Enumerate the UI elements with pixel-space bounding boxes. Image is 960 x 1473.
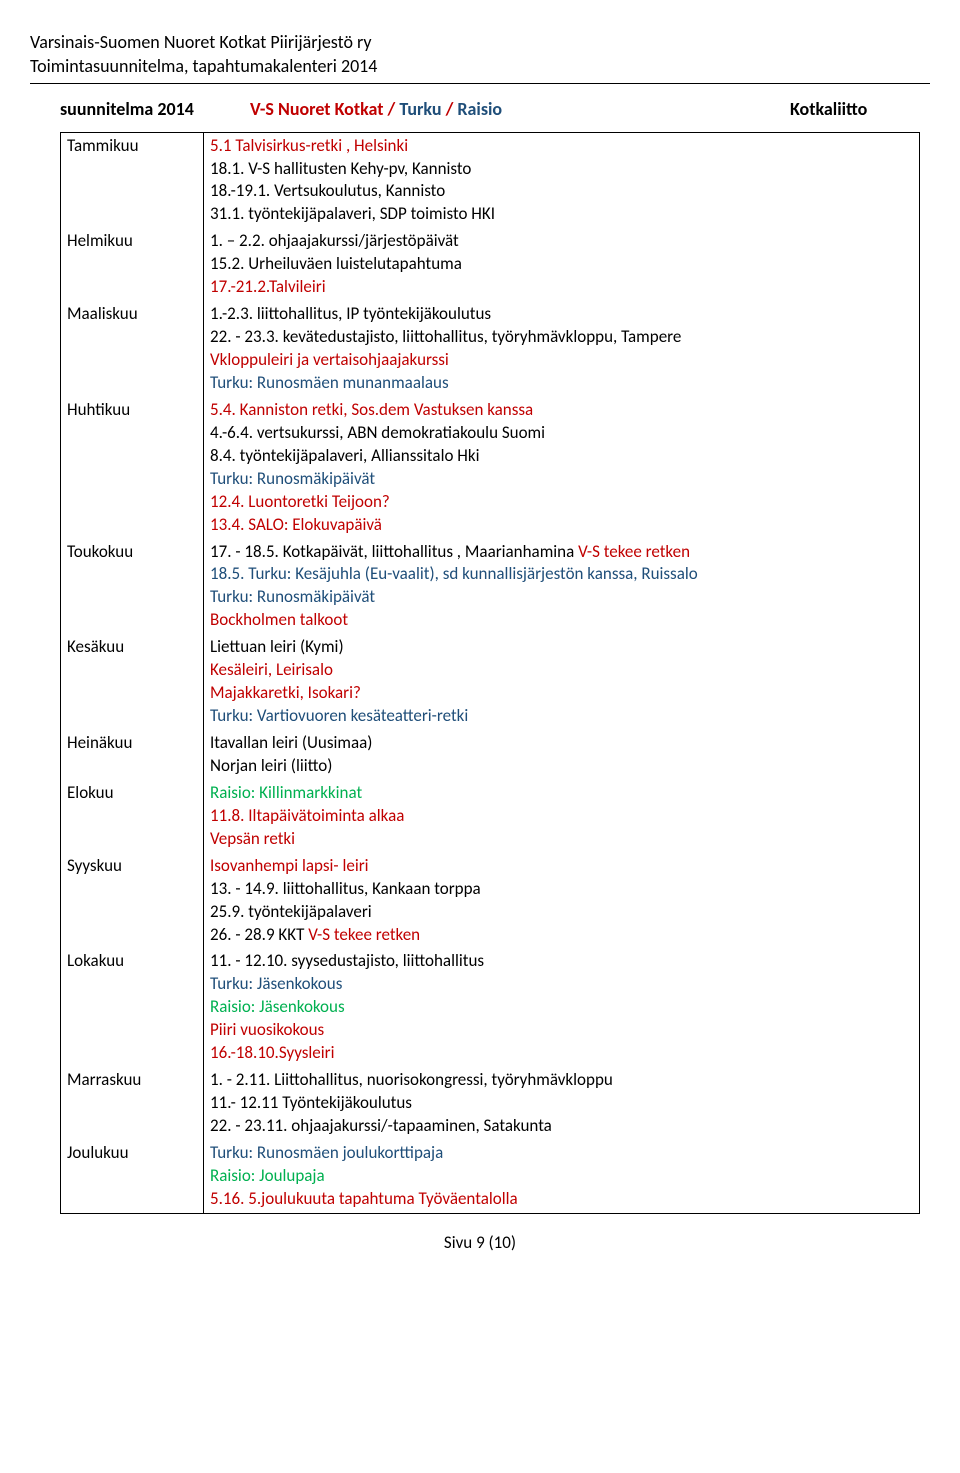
item: Piiri vuosikokous [210, 1019, 913, 1042]
text: V-S tekee retken [304, 924, 420, 945]
item: 22. - 23.3. kevätedustajisto, liittohall… [210, 326, 913, 349]
item: 5.4. Kanniston retki, Sos.dem Vastuksen … [210, 399, 913, 422]
item: 1.-2.3. liittohallitus, IP työntekijäkou… [210, 303, 913, 326]
item: 11.- 12.11 Työntekijäkoulutus [210, 1092, 913, 1115]
title-middle: V-S Nuoret Kotkat / Turku / Raisio [250, 98, 790, 120]
item: 18.5. Turku: Kesäjuhla (Eu-vaalit), sd k… [210, 563, 913, 586]
row-toukokuu: Toukokuu 17. - 18.5. Kotkapäivät, liitto… [61, 539, 919, 635]
text: 17. - 18.5. Kotkapäivät, liittohallitus … [210, 541, 574, 562]
item: Vkloppuleiri ja vertaisohjaajakurssi [210, 349, 913, 372]
row-marraskuu: Marraskuu 1. - 2.11. Liittohallitus, nuo… [61, 1067, 919, 1140]
row-helmikuu: Helmikuu 1. – 2.2. ohjaajakurssi/järjest… [61, 228, 919, 301]
content-joulukuu: Turku: Runosmäen joulukorttipaja Raisio:… [203, 1140, 919, 1213]
content-marraskuu: 1. - 2.11. Liittohallitus, nuorisokongre… [203, 1067, 919, 1140]
row-tammikuu: Tammikuu 5.1 Talvisirkus-retki , Helsink… [61, 133, 919, 229]
content-huhtikuu: 5.4. Kanniston retki, Sos.dem Vastuksen … [203, 397, 919, 539]
row-heinakuu: Heinäkuu Itavallan leiri (Uusimaa) Norja… [61, 730, 919, 780]
item: 18.-19.1. Vertsukoulutus, Kannisto [210, 180, 913, 203]
item: Turku: Runosmäen munanmaalaus [210, 372, 913, 395]
month-heinakuu: Heinäkuu [61, 730, 203, 780]
row-syyskuu: Syyskuu Isovanhempi lapsi- leiri 13. - 1… [61, 853, 919, 949]
item: 1. – 2.2. ohjaajakurssi/järjestöpäivät [210, 230, 913, 253]
content-lokakuu: 11. - 12.10. syysedustajisto, liittohall… [203, 948, 919, 1067]
item: 16.-18.10.Syysleiri [210, 1042, 913, 1065]
header-line-2: Toimintasuunnitelma, tapahtumakalenteri … [30, 54, 930, 78]
item: 11. - 12.10. syysedustajisto, liittohall… [210, 950, 913, 973]
title-mid-red: V-S Nuoret Kotkat / [250, 98, 395, 120]
title-mid-blue1: Turku [399, 98, 441, 120]
row-maaliskuu: Maaliskuu 1.-2.3. liittohallitus, IP työ… [61, 301, 919, 397]
month-joulukuu: Joulukuu [61, 1140, 203, 1213]
title-row: suunnitelma 2014 V-S Nuoret Kotkat / Tur… [30, 98, 930, 120]
text: 26. - 28.9 KKT [210, 924, 304, 945]
item: Liettuan leiri (Kymi) [210, 636, 913, 659]
month-toukokuu: Toukokuu [61, 539, 203, 635]
item: 13. - 14.9. liittohallitus, Kankaan torp… [210, 878, 913, 901]
page: Varsinais-Suomen Nuoret Kotkat Piirijärj… [0, 0, 960, 1273]
content-maaliskuu: 1.-2.3. liittohallitus, IP työntekijäkou… [203, 301, 919, 397]
month-huhtikuu: Huhtikuu [61, 397, 203, 539]
content-syyskuu: Isovanhempi lapsi- leiri 13. - 14.9. lii… [203, 853, 919, 949]
content-helmikuu: 1. – 2.2. ohjaajakurssi/järjestöpäivät 1… [203, 228, 919, 301]
header-line-1: Varsinais-Suomen Nuoret Kotkat Piirijärj… [30, 30, 930, 54]
item: 31.1. työntekijäpalaveri, SDP toimisto H… [210, 203, 913, 226]
calendar-table: Tammikuu 5.1 Talvisirkus-retki , Helsink… [60, 132, 920, 1214]
item: 13.4. SALO: Elokuvapäivä [210, 514, 913, 537]
content-toukokuu: 17. - 18.5. Kotkapäivät, liittohallitus … [203, 539, 919, 635]
item: 12.4. Luontoretki Teijoon? [210, 491, 913, 514]
item: 4.-6.4. vertsukurssi, ABN demokratiakoul… [210, 422, 913, 445]
item: 1. - 2.11. Liittohallitus, nuorisokongre… [210, 1069, 913, 1092]
item: Kesäleiri, Leirisalo [210, 659, 913, 682]
month-helmikuu: Helmikuu [61, 228, 203, 301]
item: Isovanhempi lapsi- leiri [210, 855, 913, 878]
item: Raisio: Killinmarkkinat [210, 782, 913, 805]
item: 11.8. Iltapäivätoiminta alkaa [210, 805, 913, 828]
text: V-S tekee retken [574, 541, 690, 562]
item: 5.16. 5.joulukuuta tapahtuma Työväentalo… [210, 1188, 913, 1211]
month-elokuu: Elokuu [61, 780, 203, 853]
item: 17. - 18.5. Kotkapäivät, liittohallitus … [210, 541, 913, 564]
title-right: Kotkaliitto [790, 98, 930, 120]
month-maaliskuu: Maaliskuu [61, 301, 203, 397]
item: 15.2. Urheiluväen luistelutapahtuma [210, 253, 913, 276]
title-mid-blue2: Raisio [457, 98, 502, 120]
month-marraskuu: Marraskuu [61, 1067, 203, 1140]
row-huhtikuu: Huhtikuu 5.4. Kanniston retki, Sos.dem V… [61, 397, 919, 539]
item: Turku: Jäsenkokous [210, 973, 913, 996]
item: Raisio: Joulupaja [210, 1165, 913, 1188]
item: 26. - 28.9 KKT V-S tekee retken [210, 924, 913, 947]
title-mid-slash: / [446, 98, 454, 120]
item: Vepsän retki [210, 828, 913, 851]
item: Turku: Runosmäkipäivät [210, 586, 913, 609]
item: Turku: Runosmäkipäivät [210, 468, 913, 491]
page-footer: Sivu 9 (10) [30, 1232, 930, 1253]
item: Turku: Vartiovuoren kesäteatteri-retki [210, 705, 913, 728]
row-elokuu: Elokuu Raisio: Killinmarkkinat 11.8. Ilt… [61, 780, 919, 853]
title-left: suunnitelma 2014 [60, 98, 250, 120]
item: Bockholmen talkoot [210, 609, 913, 632]
month-syyskuu: Syyskuu [61, 853, 203, 949]
item: 22. - 23.11. ohjaajakurssi/-tapaaminen, … [210, 1115, 913, 1138]
row-kesakuu: Kesäkuu Liettuan leiri (Kymi) Kesäleiri,… [61, 634, 919, 730]
row-joulukuu: Joulukuu Turku: Runosmäen joulukorttipaj… [61, 1140, 919, 1213]
item: Turku: Runosmäen joulukorttipaja [210, 1142, 913, 1165]
item: 25.9. työntekijäpalaveri [210, 901, 913, 924]
header-divider [30, 83, 930, 84]
item: Norjan leiri (liitto) [210, 755, 913, 778]
item: Raisio: Jäsenkokous [210, 996, 913, 1019]
content-elokuu: Raisio: Killinmarkkinat 11.8. Iltapäivät… [203, 780, 919, 853]
item: Itavallan leiri (Uusimaa) [210, 732, 913, 755]
month-lokakuu: Lokakuu [61, 948, 203, 1067]
item: 5.1 Talvisirkus-retki , Helsinki [210, 135, 913, 158]
content-tammikuu: 5.1 Talvisirkus-retki , Helsinki 18.1. V… [203, 133, 919, 229]
item: 8.4. työntekijäpalaveri, Allianssitalo H… [210, 445, 913, 468]
month-tammikuu: Tammikuu [61, 133, 203, 229]
month-kesakuu: Kesäkuu [61, 634, 203, 730]
item: Majakkaretki, Isokari? [210, 682, 913, 705]
item: 17.-21.2.Talvileiri [210, 276, 913, 299]
row-lokakuu: Lokakuu 11. - 12.10. syysedustajisto, li… [61, 948, 919, 1067]
content-kesakuu: Liettuan leiri (Kymi) Kesäleiri, Leirisa… [203, 634, 919, 730]
content-heinakuu: Itavallan leiri (Uusimaa) Norjan leiri (… [203, 730, 919, 780]
item: 18.1. V-S hallitusten Kehy-pv, Kannisto [210, 158, 913, 181]
